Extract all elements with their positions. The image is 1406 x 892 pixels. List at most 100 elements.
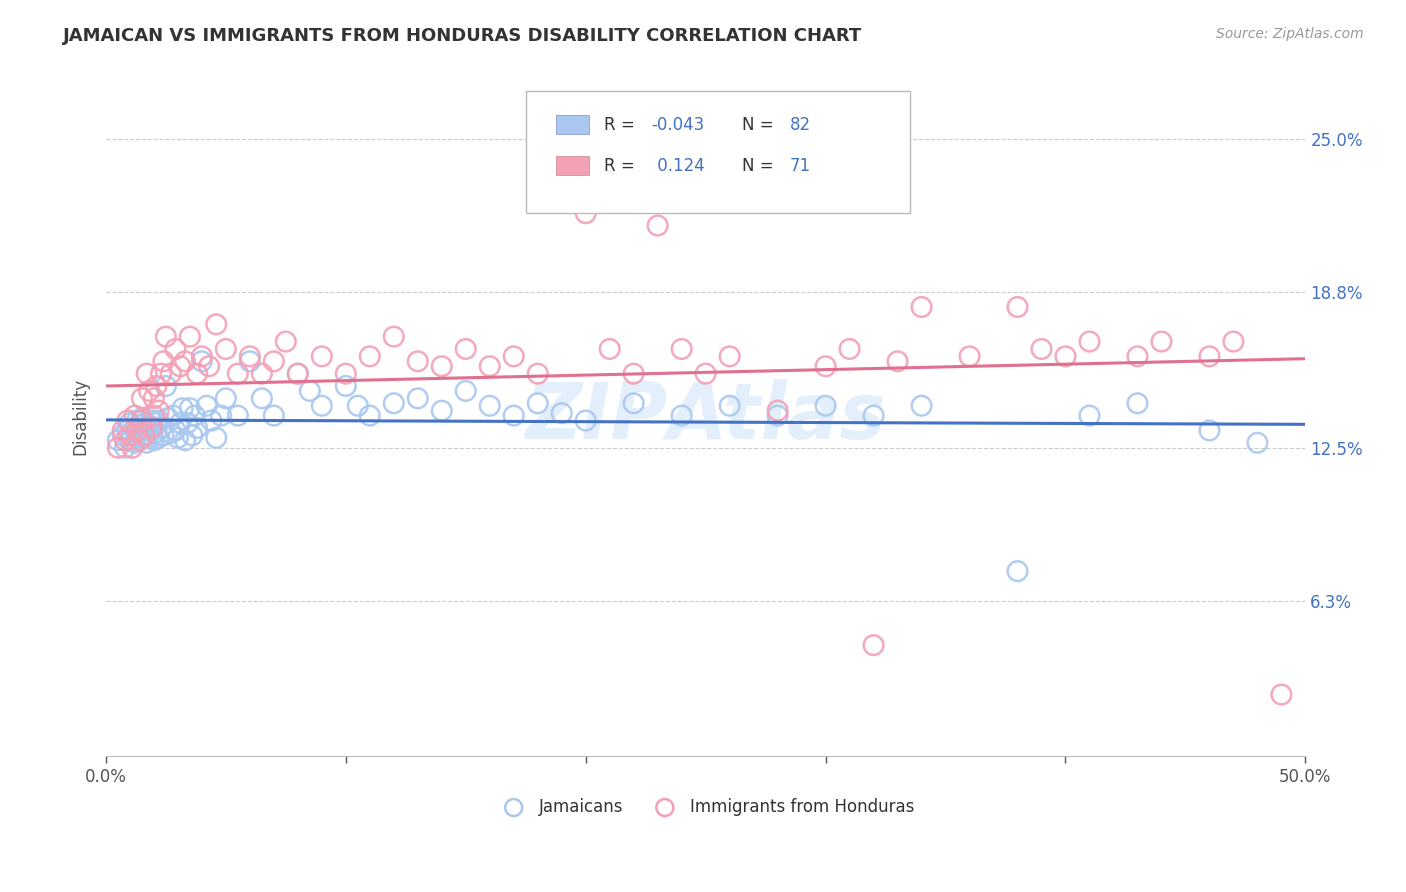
Point: [959, 350, 981, 364]
Point: [118, 416, 141, 430]
Point: [174, 354, 197, 368]
Text: 82: 82: [790, 116, 811, 134]
Point: [311, 399, 333, 413]
Point: [191, 354, 214, 368]
Y-axis label: Disability: Disability: [72, 378, 89, 456]
Point: [135, 424, 157, 438]
Point: [1007, 564, 1029, 578]
Point: [117, 424, 139, 438]
Point: [124, 421, 146, 435]
Point: [766, 409, 789, 423]
Point: [176, 416, 198, 430]
Point: [135, 435, 157, 450]
Point: [142, 434, 165, 448]
Point: [165, 424, 187, 438]
Point: [406, 392, 429, 406]
Point: [575, 413, 598, 427]
Point: [121, 428, 143, 442]
Point: [135, 367, 157, 381]
Point: [1126, 350, 1149, 364]
Point: [287, 367, 309, 381]
Point: [148, 403, 170, 417]
Point: [138, 428, 160, 442]
Point: [138, 384, 160, 398]
Point: [134, 428, 156, 442]
Point: [287, 367, 309, 381]
Point: [148, 413, 170, 427]
Point: [124, 409, 146, 423]
Point: [478, 359, 501, 374]
Point: [1198, 350, 1220, 364]
Point: [142, 409, 165, 423]
Point: [111, 424, 134, 438]
Point: [239, 350, 262, 364]
Point: [862, 409, 884, 423]
Point: [814, 399, 837, 413]
Point: [141, 431, 163, 445]
Point: [159, 425, 181, 440]
Point: [647, 219, 669, 233]
Point: [114, 441, 136, 455]
Point: [155, 329, 177, 343]
Point: [526, 367, 548, 381]
Text: R =: R =: [603, 116, 640, 134]
Point: [141, 421, 163, 435]
Point: [599, 342, 621, 356]
Point: [174, 434, 197, 448]
Point: [298, 384, 321, 398]
Point: [172, 401, 194, 416]
Point: [1222, 334, 1244, 349]
Point: [263, 409, 285, 423]
Point: [179, 401, 201, 416]
Point: [117, 413, 139, 427]
Point: [111, 428, 134, 442]
Point: [209, 409, 232, 423]
Point: [718, 350, 741, 364]
Point: [121, 441, 143, 455]
Point: [1150, 334, 1173, 349]
Point: [346, 399, 368, 413]
Point: [198, 359, 221, 374]
Point: [862, 638, 884, 652]
Point: [359, 409, 381, 423]
Point: [131, 428, 153, 442]
Point: [114, 434, 136, 448]
Point: [165, 342, 187, 356]
Point: [179, 329, 201, 343]
Point: [215, 342, 238, 356]
Point: [526, 396, 548, 410]
Point: [454, 384, 477, 398]
Point: [1270, 688, 1292, 702]
Point: [127, 424, 149, 438]
Point: [1054, 350, 1077, 364]
Point: [142, 421, 165, 435]
Point: [145, 379, 167, 393]
Text: 0.124: 0.124: [651, 157, 704, 175]
Point: [695, 367, 717, 381]
Point: [150, 421, 173, 435]
Point: [502, 409, 524, 423]
Point: [205, 431, 228, 445]
Point: [430, 403, 453, 417]
Point: [118, 434, 141, 448]
Point: [263, 354, 285, 368]
Point: [910, 399, 932, 413]
Point: [766, 403, 789, 417]
Point: [150, 367, 173, 381]
Point: [128, 434, 150, 448]
Text: JAMAICAN VS IMMIGRANTS FROM HONDURAS DISABILITY CORRELATION CHART: JAMAICAN VS IMMIGRANTS FROM HONDURAS DIS…: [63, 27, 862, 45]
Point: [1078, 334, 1101, 349]
Point: [131, 413, 153, 427]
Point: [169, 416, 191, 430]
Point: [152, 354, 174, 368]
Point: [128, 418, 150, 433]
Point: [1198, 424, 1220, 438]
Text: R =: R =: [603, 157, 640, 175]
Point: [141, 413, 163, 427]
Bar: [555, 115, 589, 135]
Point: [142, 392, 165, 406]
Point: [157, 411, 180, 425]
Text: ZIP​Atlas: ZIP​Atlas: [526, 379, 886, 455]
Point: [575, 206, 598, 220]
Bar: [555, 156, 589, 175]
